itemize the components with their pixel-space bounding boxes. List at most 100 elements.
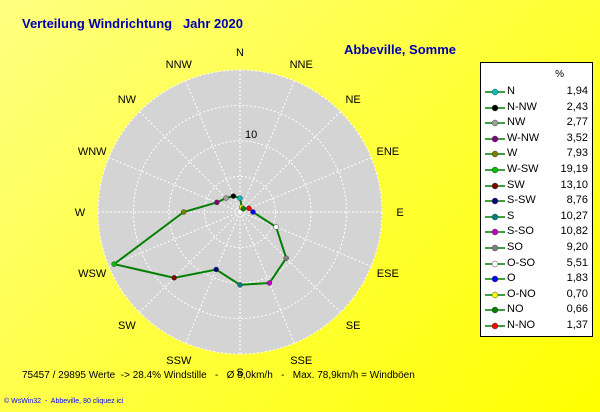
direction-label-wsw: WSW [78, 268, 107, 280]
legend-value: 1,94 [566, 85, 588, 97]
legend-value: 10,82 [560, 225, 588, 238]
legend-item: O 1,83 [481, 271, 592, 287]
legend-label: S [507, 209, 515, 222]
direction-label-nne: NNE [290, 59, 313, 71]
legend-swatch [485, 151, 505, 158]
legend-value: 9,20 [566, 241, 588, 253]
location-label: Abbeville, Somme [344, 42, 456, 57]
marker-w [180, 209, 187, 215]
rose-grid: 10 [97, 69, 383, 355]
legend-swatch [485, 197, 505, 205]
legend-value: 0,70 [566, 287, 588, 300]
legend-label: N-NW [507, 100, 537, 113]
grid-ring-3 [133, 105, 347, 319]
direction-label-se: SE [346, 320, 361, 332]
legend-label: W [507, 147, 518, 160]
credit-link[interactable]: © WsWin32 - Abbeville, 80 cliquez ici [4, 398, 124, 405]
legend-value: 8,76 [566, 194, 588, 207]
marker-ne [240, 205, 247, 212]
legend-item: SW 13,10 [481, 178, 592, 194]
marker-n [237, 195, 243, 201]
legend-item: N-NW 2,43 [481, 100, 592, 116]
grid-ring-2 [168, 140, 312, 284]
legend-value: 10,27 [560, 209, 588, 222]
legend-value: 0,66 [566, 303, 588, 316]
legend-item: S-SW 8,76 [481, 193, 592, 209]
legend-value: 3,52 [566, 131, 588, 144]
marker-wsw [111, 261, 117, 267]
legend-value: 13,10 [560, 178, 588, 191]
direction-label-ne: NE [345, 94, 360, 106]
legend-item: O-SO 5,51 [481, 256, 592, 272]
legend-item: NW 2,77 [481, 115, 592, 131]
legend-label: N [507, 85, 515, 97]
direction-label-nnw: NNW [166, 59, 193, 71]
legend-value: 1,83 [566, 272, 588, 285]
legend-unit: % [555, 69, 564, 80]
legend-swatch [485, 244, 505, 252]
legend-item: S 10,27 [481, 209, 592, 225]
direction-label-wnw: WNW [78, 146, 107, 158]
marker-wnw [214, 199, 220, 206]
direction-label-s: S [236, 367, 243, 379]
legend-label: SW [507, 178, 525, 191]
legend-label: O-NO [507, 287, 536, 300]
legend-swatch [485, 213, 505, 221]
legend-label: N-NO [507, 319, 536, 331]
direction-label-sw: SW [118, 320, 136, 332]
legend-label: S-SW [507, 194, 536, 207]
marker-ene [246, 205, 252, 212]
marker-ese [273, 224, 279, 230]
legend-item: W 7,93 [481, 146, 592, 162]
radial-tick-label: 10 [245, 129, 257, 141]
direction-label-ese: ESE [377, 268, 399, 280]
legend-swatch [485, 275, 505, 283]
marker-sse [266, 280, 273, 286]
direction-label-e: E [396, 207, 403, 219]
legend-label: SO [507, 241, 523, 253]
grid-ring-1 [204, 176, 276, 248]
legend-value: 19,19 [560, 163, 588, 175]
legend-swatch [485, 322, 505, 330]
marker-ssw [213, 266, 219, 273]
legend-value: 1,37 [566, 319, 588, 331]
rose-direction-labels: N NNE NE ENE E ESE SE SSE S SSW SW WSW W WNW NW NNW [75, 47, 404, 379]
marker-sw [171, 275, 177, 281]
legend-label: S-SO [507, 225, 534, 238]
legend-swatch [485, 88, 505, 96]
marker-s [237, 282, 243, 288]
legend-swatch [485, 307, 505, 314]
direction-label-ssw: SSW [166, 355, 192, 367]
legend-swatch [485, 182, 505, 189]
legend-item: W-SW 19,19 [481, 162, 592, 178]
legend-item: SO 9,20 [481, 240, 592, 256]
legend-swatch [485, 104, 505, 111]
rose-series [111, 193, 289, 288]
legend-item: N 1,94 [481, 84, 592, 100]
legend-value: 2,77 [566, 116, 588, 129]
marker-nnw [230, 193, 237, 199]
legend-item: S-SO 10,82 [481, 224, 592, 240]
legend-swatch [485, 166, 505, 174]
marker-se [283, 255, 289, 261]
marker-nw [223, 195, 229, 201]
legend-swatch [485, 229, 505, 236]
marker-e [250, 209, 256, 215]
chart-title: Verteilung Windrichtung Jahr 2020 [22, 16, 243, 31]
direction-label-sse: SSE [290, 355, 312, 367]
direction-label-w: W [75, 207, 86, 219]
legend-label: NW [507, 116, 526, 129]
legend-item: N-NO 1,37 [481, 318, 592, 334]
legend-swatch [485, 291, 505, 299]
legend-label: W-SW [507, 163, 539, 175]
legend: % N 1,94 N-NW 2,43 NW 2,77 W-NW 3,52 W 7,93 W-SW 19… [480, 62, 593, 337]
legend-label: W-NW [507, 131, 540, 144]
legend-swatch [485, 260, 505, 267]
legend-value: 7,93 [566, 147, 588, 160]
legend-item: W-NW 3,52 [481, 131, 592, 147]
direction-label-nw: NW [118, 94, 137, 106]
direction-label-ene: ENE [376, 146, 399, 158]
legend-value: 2,43 [566, 100, 588, 113]
